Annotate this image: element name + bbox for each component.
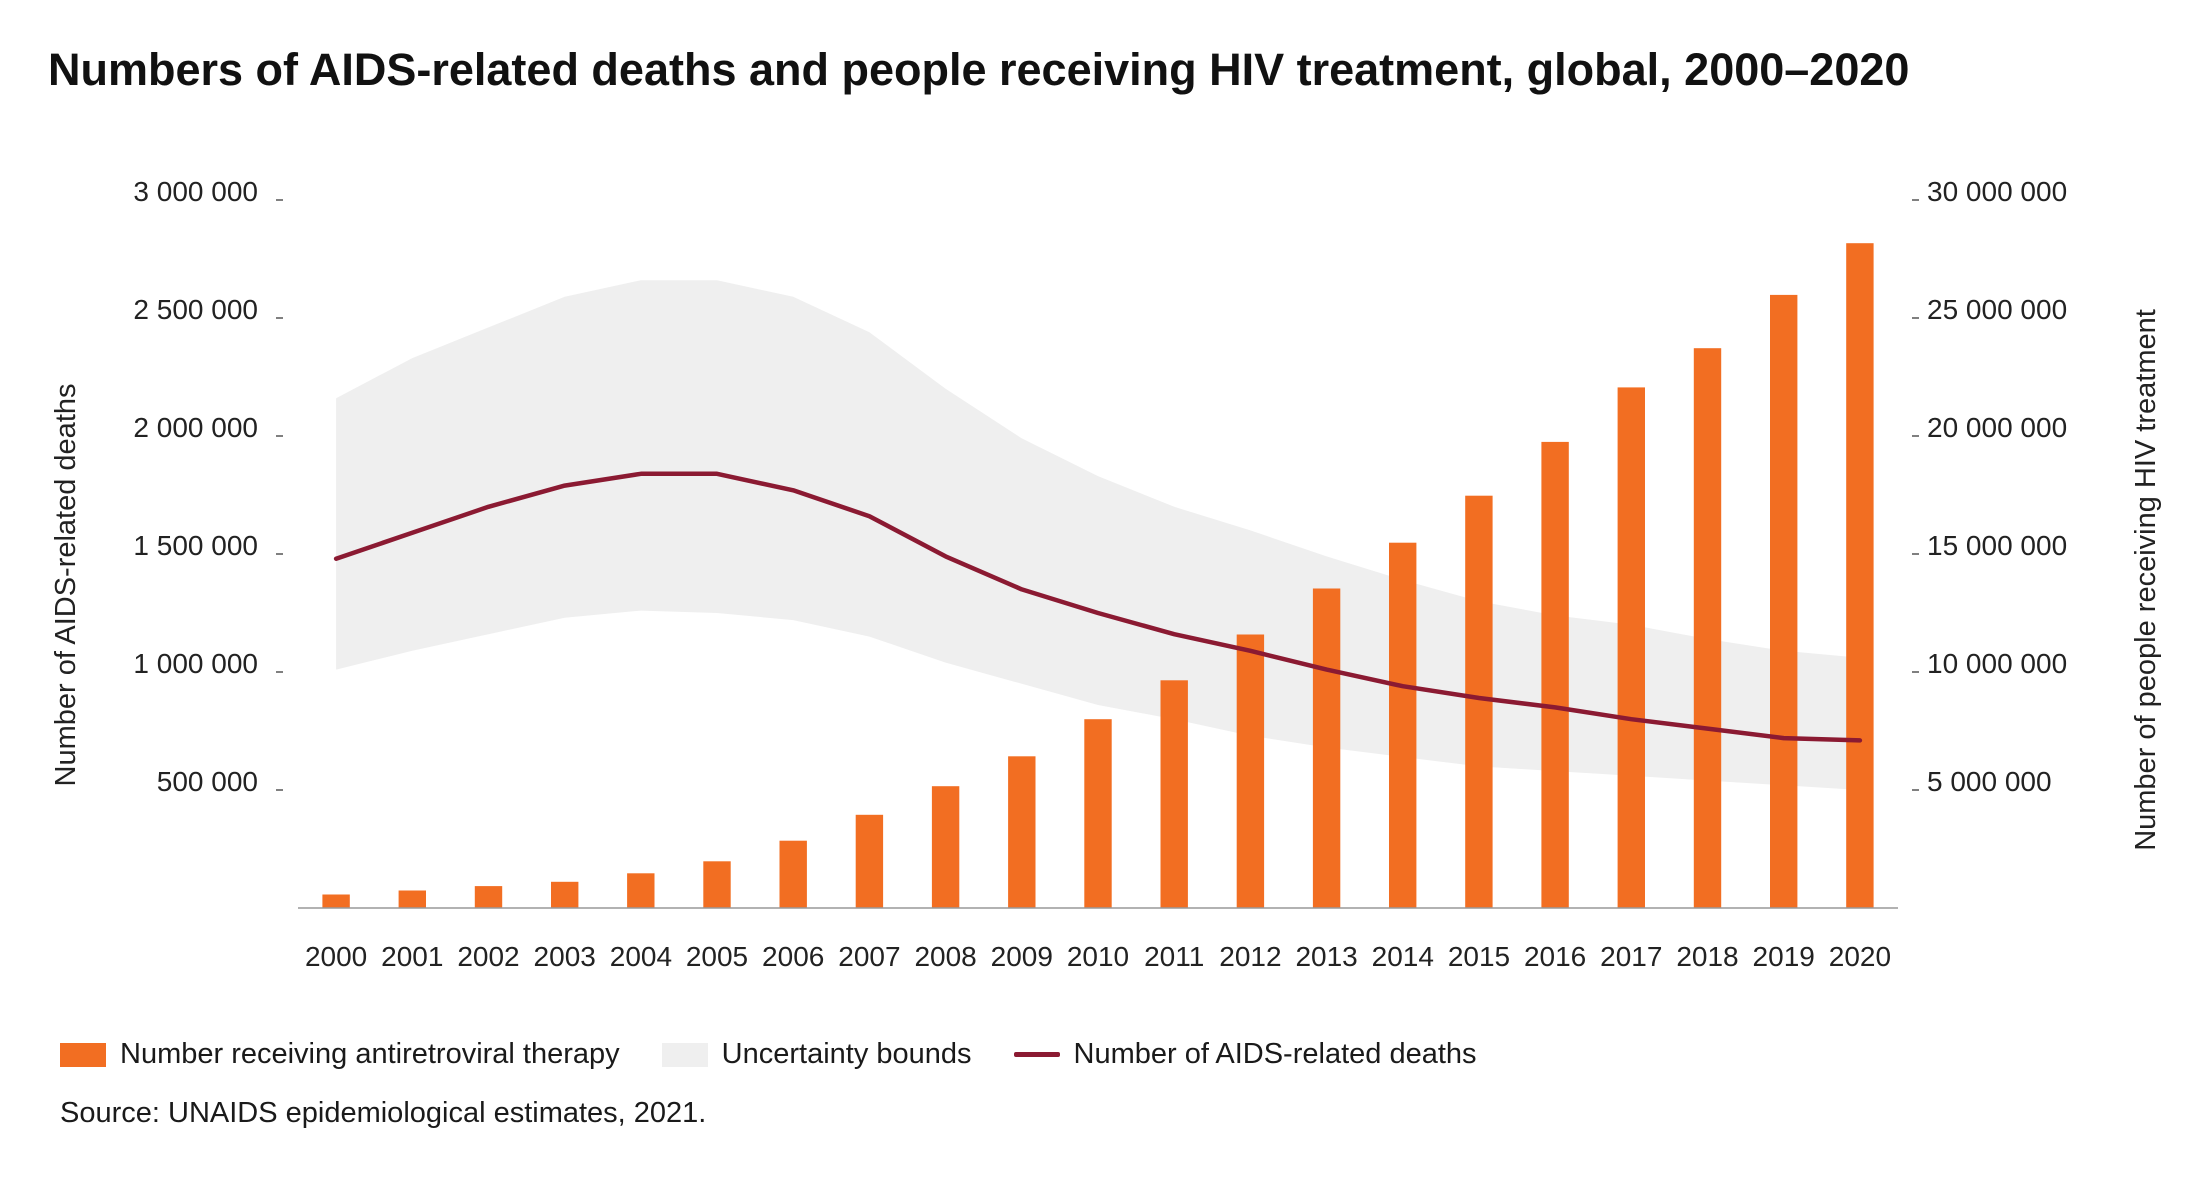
legend-swatch-bars [60,1042,106,1067]
x-tick-label: 2002 [457,941,519,972]
bar-2010 [1084,719,1112,908]
bar-2007 [855,814,884,908]
x-tick-label: 2019 [1753,941,1815,972]
legend-label-bars: Number receiving antiretroviral therapy [120,1038,620,1070]
axis-layer: 500 000 1 000 000 1 500 000 2 000 000 2 500 … [133,176,2067,972]
x-tick-label: 2007 [838,941,900,972]
legend-label-band: Uncertainty bounds [721,1038,972,1070]
right-axis-title: Number of people receiving HIV treatment [2130,309,2162,851]
legend-item-bars: Number receiving antiretroviral therapy [60,1038,620,1071]
bar-2009 [1008,756,1036,908]
x-tick-label: 2017 [1600,941,1662,972]
left-tick-label: 1 500 000 [133,530,258,561]
chart-title: Numbers of AIDS-related deaths and peopl… [48,44,1910,95]
legend-item-line: Number of AIDS-related deaths [1013,1038,1477,1071]
left-tick-label: 3 000 000 [133,176,258,207]
bar-2004 [627,873,655,908]
left-tick-label: 1 000 000 [133,648,258,679]
bar-2002 [474,886,503,908]
legend-swatch-band [661,1042,708,1067]
bar-2011 [1160,680,1188,908]
source-note: Source: UNAIDS epidemiological estimates… [60,1097,707,1129]
x-tick-label: 2020 [1829,941,1891,972]
x-tick-label: 2004 [610,941,672,972]
bar-layer [322,243,1874,908]
x-tick-label: 2001 [381,941,443,972]
left-axis-title: Number of AIDS-related deaths [50,384,82,787]
x-tick-label: 2015 [1448,941,1510,972]
bar-2017 [1617,387,1645,908]
bar-2005 [703,861,731,908]
x-tick-label: 2008 [914,941,976,972]
right-tick-label: 20 000 000 [1927,412,2067,443]
bar-2016 [1541,441,1569,908]
x-tick-label: 2005 [686,941,748,972]
x-tick-label: 2018 [1676,941,1738,972]
x-tick-label: 2013 [1295,941,1357,972]
right-tick-label: 15 000 000 [1927,530,2067,561]
bar-2000 [322,894,350,908]
legend-item-band: Uncertainty bounds [661,1038,972,1071]
deaths-line-layer [333,471,1863,743]
legend: Number receiving antiretroviral therapy … [60,1038,1519,1071]
deaths-line [333,471,1863,743]
x-tick-label: 2006 [762,941,824,972]
bar-2013 [1312,588,1341,908]
legend-label-line: Number of AIDS-related deaths [1073,1038,1477,1070]
bar-2015 [1465,495,1493,908]
x-tick-label: 2010 [1067,941,1129,972]
bar-2014 [1389,542,1417,908]
right-tick-label: 10 000 000 [1927,648,2067,679]
bar-2018 [1693,348,1722,908]
bar-2003 [551,881,579,908]
bar-2019 [1770,294,1798,908]
left-tick-label: 500 000 [157,766,258,797]
left-tick-label: 2 500 000 [133,294,258,325]
x-tick-label: 2009 [991,941,1053,972]
x-tick-label: 2016 [1524,941,1586,972]
right-tick-label: 5 000 000 [1927,766,2052,797]
right-tick-label: 30 000 000 [1927,176,2067,207]
bar-2012 [1236,634,1265,908]
bar-2006 [779,840,807,908]
bar-2008 [931,786,960,908]
bar-2001 [398,890,426,908]
x-tick-label: 2011 [1144,941,1204,972]
x-tick-label: 2000 [305,941,367,972]
left-tick-label: 2 000 000 [133,412,258,443]
x-tick-label: 2012 [1219,941,1281,972]
x-tick-label: 2003 [534,941,596,972]
legend-swatch-line [1013,1052,1060,1057]
x-tick-label: 2014 [1372,941,1434,972]
right-tick-label: 25 000 000 [1927,294,2067,325]
bar-2020 [1846,243,1874,908]
